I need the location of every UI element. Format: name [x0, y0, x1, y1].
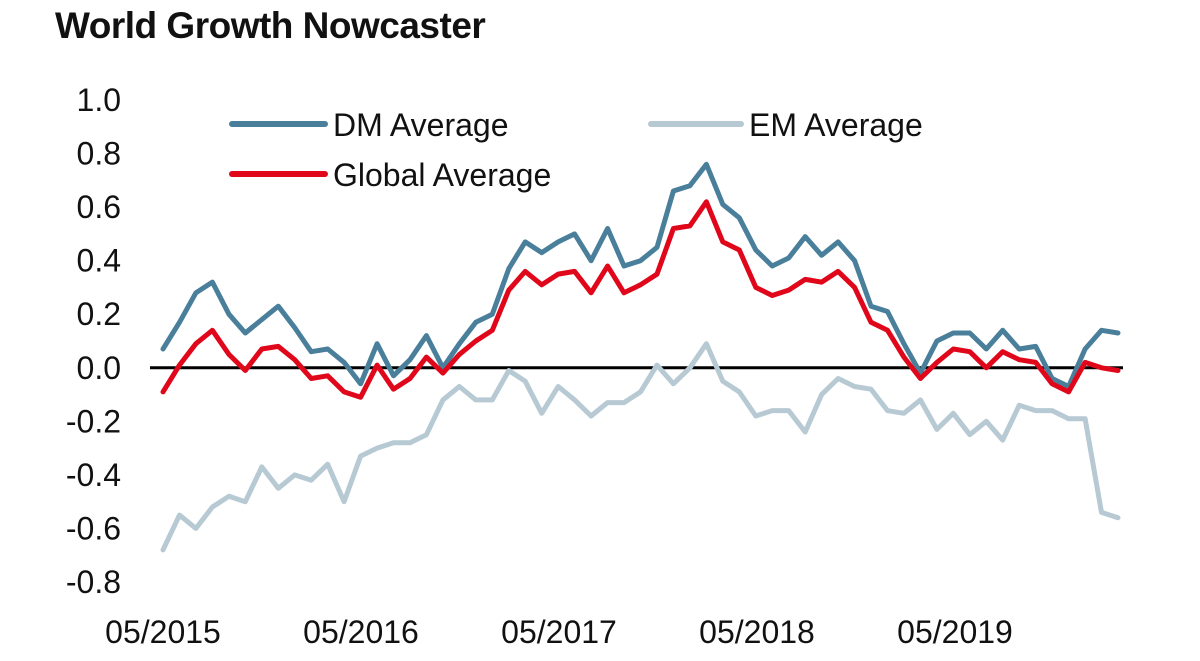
y-tick-label: 0.6	[77, 189, 121, 225]
y-tick-label: 0.2	[77, 296, 121, 332]
legend-label-dm-average: DM Average	[333, 107, 509, 143]
legend-label-em-average: EM Average	[749, 107, 923, 143]
y-tick-label: -0.8	[66, 564, 121, 600]
y-tick-label: 0.8	[77, 136, 121, 172]
legend-item-em-average: EM Average	[648, 107, 923, 143]
chart-title: World Growth Nowcaster	[55, 5, 486, 46]
y-tick-label: -0.6	[66, 510, 121, 546]
legend-item-global-average: Global Average	[229, 157, 551, 193]
series-line-em-average	[160, 341, 1121, 553]
y-tick-label: 0.4	[77, 243, 121, 279]
y-tick-label: -0.4	[66, 457, 121, 493]
y-tick-label: -0.2	[66, 403, 121, 439]
x-tick-label: 05/2015	[105, 614, 221, 650]
series-line-dm-average	[160, 161, 1121, 389]
y-axis-tick-labels: -0.8 -0.6 -0.4 -0.2 0.0 0.2 0.4 0.6 0.8 1.0	[66, 82, 121, 600]
legend: DM Average EM Average Global Average	[229, 107, 923, 193]
legend-item-dm-average: DM Average	[229, 107, 509, 143]
x-tick-label: 05/2018	[699, 614, 815, 650]
y-tick-label: 1.0	[77, 82, 121, 118]
x-tick-label: 05/2017	[501, 614, 617, 650]
series-lines	[160, 161, 1121, 553]
y-tick-label: 0.0	[77, 350, 121, 386]
legend-label-global-average: Global Average	[333, 157, 551, 193]
series-line-global-average	[160, 199, 1121, 400]
x-tick-label: 05/2016	[303, 614, 419, 650]
x-axis-tick-labels: 05/2015 05/2016 05/2017 05/2018 05/2019	[105, 614, 1013, 650]
x-tick-label: 05/2019	[897, 614, 1013, 650]
